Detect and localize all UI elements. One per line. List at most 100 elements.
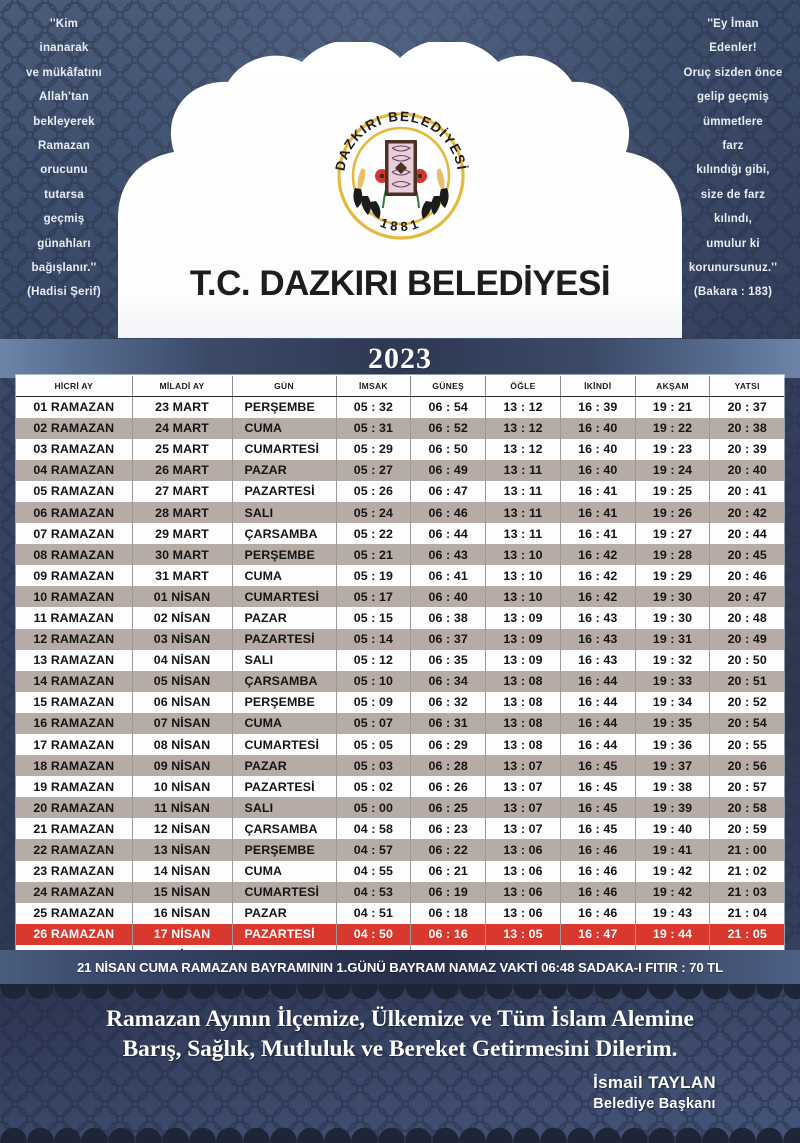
quote-line: size de farz xyxy=(700,188,766,201)
cell-gun: CUMARTESİ xyxy=(232,586,337,608)
cell-imsak: 04 : 51 xyxy=(336,902,412,924)
cell-aksam: 19 : 38 xyxy=(635,776,711,798)
cell-gun: PAZAR xyxy=(232,459,337,481)
cell-yatsi: 20 : 37 xyxy=(709,396,784,418)
quote-line: bağışlanır.'' xyxy=(31,262,97,275)
footer-background xyxy=(0,984,800,1143)
cell-gunes: 06 : 50 xyxy=(410,438,487,460)
cell-ogle: 13 : 09 xyxy=(485,649,561,671)
cell-ikindi: 16 : 47 xyxy=(560,923,636,945)
cell-gun: SALI xyxy=(232,797,337,819)
cell-aksam: 19 : 43 xyxy=(635,902,711,924)
cell-imsak: 04 : 55 xyxy=(336,860,412,882)
scallop-border-bottom xyxy=(0,1117,800,1143)
cell-ogle: 13 : 09 xyxy=(485,607,561,629)
cell-ikindi: 16 : 41 xyxy=(560,501,636,524)
cell-gunes: 06 : 47 xyxy=(410,480,487,502)
cell-aksam: 19 : 25 xyxy=(635,480,711,502)
cell-miladi-ay: 08 NİSAN xyxy=(132,734,233,756)
cell-gun: PAZARTESİ xyxy=(232,480,337,502)
cell-gunes: 06 : 41 xyxy=(410,565,487,587)
cell-miladi-ay: 26 MART xyxy=(132,459,233,481)
cell-miladi-ay: 24 MART xyxy=(132,417,233,439)
column-header-aksam: AKŞAM xyxy=(635,376,711,397)
cell-yatsi: 20 : 49 xyxy=(709,628,784,650)
cell-imsak: 05 : 32 xyxy=(336,396,412,418)
table-row-highlighted: 26 RAMAZAN 17 NİSAN PAZARTESİ 04 : 50 06 : 1… xyxy=(16,923,784,945)
cell-ikindi: 16 : 46 xyxy=(560,881,636,903)
cell-hicri-ay: 11 RAMAZAN xyxy=(16,607,133,629)
cell-ogle: 13 : 08 xyxy=(485,734,561,756)
cell-miladi-ay: 05 NİSAN xyxy=(132,670,233,692)
cell-ikindi: 16 : 46 xyxy=(560,902,636,924)
wheat-icon-right xyxy=(421,168,449,219)
cell-hicri-ay: 08 RAMAZAN xyxy=(16,544,133,566)
cell-aksam: 19 : 41 xyxy=(635,839,711,861)
quote-line: Oruç sizden önce xyxy=(683,66,783,79)
cell-gun: PERŞEMBE xyxy=(232,396,337,418)
bayram-notice-text: 21 NİSAN CUMA RAMAZAN BAYRAMININ 1.GÜNÜ … xyxy=(76,959,724,975)
cell-gunes: 06 : 40 xyxy=(410,586,487,608)
cell-ogle: 13 : 06 xyxy=(485,881,561,903)
cell-miladi-ay: 15 NİSAN xyxy=(132,881,233,903)
cell-miladi-ay: 07 NİSAN xyxy=(132,712,233,734)
cell-yatsi: 20 : 40 xyxy=(709,459,784,481)
cell-hicri-ay: 19 RAMAZAN xyxy=(16,776,133,798)
quote-line: kılındı, xyxy=(713,213,753,226)
cell-yatsi: 20 : 47 xyxy=(709,586,784,608)
cell-gunes: 06 : 32 xyxy=(410,691,487,713)
table-row: 14 RAMAZAN 05 NİSAN ÇARSAMBA 05 : 10 06 : 34… xyxy=(16,670,784,692)
cell-ikindi: 16 : 42 xyxy=(560,544,636,566)
cell-ikindi: 16 : 40 xyxy=(560,417,636,439)
cell-yatsi: 20 : 55 xyxy=(709,734,784,756)
cell-gun: ÇARSAMBA xyxy=(232,818,337,840)
cell-ikindi: 16 : 45 xyxy=(560,776,636,798)
cell-aksam: 19 : 23 xyxy=(635,438,711,460)
cell-gunes: 06 : 37 xyxy=(410,628,487,650)
cell-hicri-ay: 21 RAMAZAN xyxy=(16,818,133,840)
cell-ogle: 13 : 12 xyxy=(485,396,561,418)
cell-gunes: 06 : 35 xyxy=(410,649,487,671)
cell-gun: ÇARSAMBA xyxy=(232,523,337,545)
prayer-times-table: HİCRİ AY MİLADİ AY GÜN İMSAK GÜNEŞ ÖĞLE … xyxy=(16,376,784,1009)
cell-ikindi: 16 : 39 xyxy=(560,396,636,418)
cell-ogle: 13 : 06 xyxy=(485,839,561,861)
cell-ogle: 13 : 08 xyxy=(485,691,561,713)
mayor-title: Belediye Başkanı xyxy=(593,1096,716,1112)
table-row: 17 RAMAZAN 08 NİSAN CUMARTESİ 05 : 05 06 : 2… xyxy=(16,734,784,756)
cell-gunes: 06 : 26 xyxy=(410,776,487,798)
table-row: 10 RAMAZAN 01 NİSAN CUMARTESİ 05 : 17 06 : 4… xyxy=(16,586,784,608)
cell-ikindi: 16 : 44 xyxy=(560,691,636,713)
cell-gunes: 06 : 49 xyxy=(410,459,487,481)
cell-gun: ÇARSAMBA xyxy=(232,670,337,692)
year-band: 2023 xyxy=(0,339,800,378)
table-row: 02 RAMAZAN 24 MART CUMA 05 : 31 06 : 52 13 : … xyxy=(16,417,784,439)
cell-ikindi: 16 : 44 xyxy=(560,712,636,734)
cell-gun: CUMA xyxy=(232,565,337,587)
quote-line: tutarsa xyxy=(44,188,84,201)
cell-ogle: 13 : 11 xyxy=(485,523,561,545)
cell-gunes: 06 : 16 xyxy=(410,923,487,945)
cell-ikindi: 16 : 43 xyxy=(560,628,636,650)
cell-miladi-ay: 30 MART xyxy=(132,544,233,566)
quran-quote-right: ''Ey İman Edenler! Oruç sizden önce geli… xyxy=(674,12,792,305)
cell-aksam: 19 : 32 xyxy=(635,649,711,671)
table-row: 01 RAMAZAN 23 MART PERŞEMBE 05 : 32 06 : 54 1… xyxy=(16,396,784,418)
cell-ogle: 13 : 11 xyxy=(485,501,561,524)
year-label: 2023 xyxy=(368,341,432,375)
column-header-miladi-ay: MİLADİ AY xyxy=(132,376,233,397)
cell-aksam: 19 : 30 xyxy=(635,607,711,629)
cell-hicri-ay: 24 RAMAZAN xyxy=(16,881,133,903)
cell-gun: CUMARTESİ xyxy=(232,881,337,903)
cell-miladi-ay: 16 NİSAN xyxy=(132,902,233,924)
cell-miladi-ay: 01 NİSAN xyxy=(132,586,233,608)
cell-gun: SALI xyxy=(232,649,337,671)
cell-miladi-ay: 23 MART xyxy=(132,396,233,418)
quote-line: Ramazan xyxy=(38,140,90,153)
cell-aksam: 19 : 35 xyxy=(635,712,711,734)
cell-hicri-ay: 23 RAMAZAN xyxy=(16,860,133,882)
cell-gun: CUMA xyxy=(232,860,337,882)
cell-hicri-ay: 14 RAMAZAN xyxy=(16,670,133,692)
cell-miladi-ay: 27 MART xyxy=(132,480,233,502)
